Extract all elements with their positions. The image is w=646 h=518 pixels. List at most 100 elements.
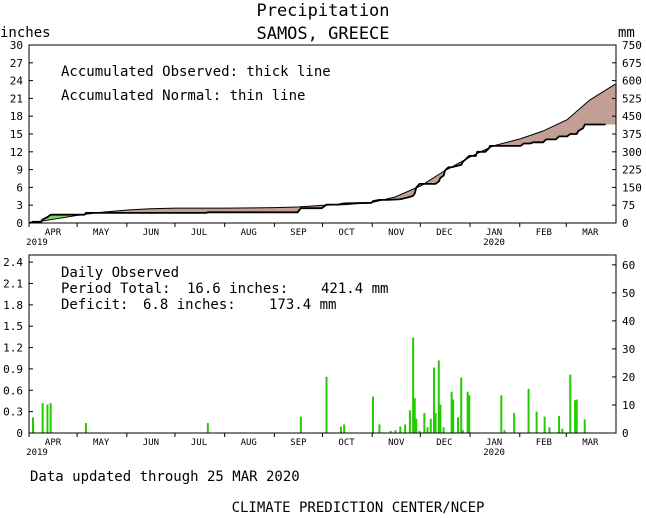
difference-band <box>150 208 154 213</box>
difference-band <box>518 139 521 146</box>
difference-band <box>306 206 309 209</box>
difference-band <box>61 214 64 218</box>
difference-band <box>287 207 290 213</box>
daily-bar <box>535 411 538 433</box>
daily-bar <box>439 404 442 433</box>
x-tick-label-mar: MAR <box>582 228 599 238</box>
difference-band <box>194 208 197 213</box>
daily-bar <box>434 413 437 433</box>
difference-band <box>524 137 527 144</box>
y-tick-label-inches: 27 <box>10 57 23 70</box>
daily-bar <box>574 400 577 433</box>
daily-y-axis: 0 0.3 0.6 0.9 1.2 1.5 1.8 2.1 2.4 0 10 20 30 40 50 60 <box>3 256 635 440</box>
y-tick-label-inches: 0 <box>16 427 23 440</box>
difference-band <box>505 142 508 146</box>
difference-band <box>43 218 46 221</box>
difference-band <box>551 126 555 140</box>
difference-band <box>540 131 543 143</box>
difference-band <box>65 214 69 218</box>
difference-band <box>247 207 250 213</box>
y-tick-label-mm: 600 <box>622 75 642 88</box>
difference-band <box>317 205 320 209</box>
difference-band <box>223 208 226 213</box>
y-tick-label-inches: 30 <box>10 39 23 52</box>
difference-band <box>48 215 51 220</box>
difference-band <box>410 189 413 197</box>
difference-band <box>598 94 601 125</box>
daily-bar <box>49 403 52 433</box>
difference-band <box>139 209 142 213</box>
difference-band <box>213 208 216 213</box>
difference-band <box>585 102 588 125</box>
difference-band <box>566 119 569 137</box>
y-tick-label-mm: 375 <box>622 128 642 141</box>
x-tick-label-mar: MAR <box>582 438 599 448</box>
left-axis-unit: inches <box>0 25 51 41</box>
difference-band <box>51 214 54 220</box>
daily-bar <box>408 410 411 433</box>
difference-band <box>163 208 166 213</box>
difference-band <box>242 207 245 213</box>
daily-bar <box>466 391 469 433</box>
difference-band <box>611 86 614 125</box>
difference-band <box>144 209 147 213</box>
difference-band <box>439 173 442 178</box>
difference-band <box>117 210 120 213</box>
daily-bar <box>206 423 209 433</box>
y-tick-label-inches: 1.5 <box>3 320 23 333</box>
x-tick-label-nov: NOV <box>388 438 405 448</box>
difference-band <box>123 210 126 213</box>
difference-band <box>190 208 194 213</box>
daily-bar <box>548 427 551 433</box>
difference-band <box>319 205 322 209</box>
difference-band <box>535 133 539 143</box>
difference-band <box>284 207 287 213</box>
difference-band <box>263 207 266 213</box>
deficit-mm: 173.4 mm <box>269 297 336 313</box>
y-tick-label-inches: 24 <box>10 75 24 88</box>
legend-normal-note: Accumulated Normal: thin line <box>61 88 305 104</box>
difference-band <box>437 174 441 182</box>
daily-bar <box>569 374 572 433</box>
difference-band <box>138 209 141 213</box>
difference-band <box>277 207 280 213</box>
y-tick-label-mm: 30 <box>622 343 635 356</box>
x-tick-label-aug: AUG <box>241 438 257 448</box>
x-tick-label-sep: SEP <box>290 228 307 238</box>
difference-band <box>54 214 57 219</box>
difference-band <box>118 210 122 213</box>
difference-band <box>133 209 136 213</box>
daily-bar <box>460 377 463 433</box>
accumulated-fill <box>30 84 617 223</box>
difference-band <box>189 208 192 213</box>
difference-band <box>441 172 444 177</box>
x-tick-label-jun: JUN <box>143 228 159 238</box>
difference-band <box>162 208 165 213</box>
daily-bar <box>399 426 402 433</box>
difference-band <box>531 134 534 143</box>
difference-band <box>131 209 134 213</box>
difference-band <box>114 211 117 213</box>
daily-bar <box>561 428 564 433</box>
difference-band <box>202 208 205 213</box>
daily-bar <box>575 399 578 433</box>
difference-band <box>126 209 130 213</box>
difference-band <box>243 207 247 213</box>
difference-band <box>583 104 587 125</box>
difference-band <box>604 90 607 125</box>
difference-band <box>122 210 125 213</box>
difference-band <box>590 99 593 125</box>
x-tick-label-may: MAY <box>93 438 110 448</box>
difference-band <box>458 162 462 166</box>
x-tick-label-dec: DEC <box>436 228 452 238</box>
difference-band <box>203 208 207 213</box>
difference-band <box>545 129 548 140</box>
daily-bar <box>500 395 503 433</box>
difference-band <box>221 208 224 213</box>
difference-band <box>152 208 155 213</box>
difference-band <box>290 207 293 213</box>
y-tick-label-mm: 0 <box>622 427 629 440</box>
difference-band <box>500 143 503 146</box>
y-tick-label-inches: 3 <box>16 199 23 212</box>
